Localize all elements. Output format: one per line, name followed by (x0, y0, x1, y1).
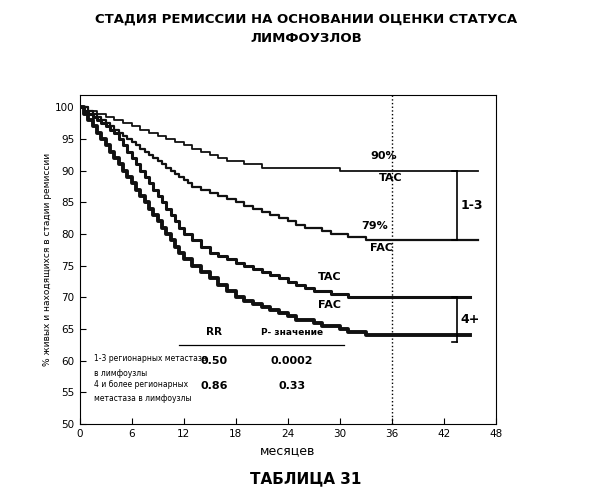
Text: 0.86: 0.86 (200, 381, 228, 391)
Text: TAC: TAC (318, 271, 341, 281)
Text: FAC: FAC (318, 300, 341, 310)
Text: P- значение: P- значение (261, 328, 323, 337)
Y-axis label: % живых и находящихся в стадии ремиссии: % живых и находящихся в стадии ремиссии (43, 153, 52, 366)
Text: в лимфоузлы: в лимфоузлы (94, 369, 147, 378)
Text: 4+: 4+ (460, 313, 480, 326)
X-axis label: месяцев: месяцев (260, 445, 315, 458)
Text: метастаза в лимфоузлы: метастаза в лимфоузлы (94, 394, 192, 403)
Text: 4 и более регионарных: 4 и более регионарных (94, 380, 188, 389)
Text: 1-3 регионарных метастаза: 1-3 регионарных метастаза (94, 354, 207, 363)
Text: 79%: 79% (361, 221, 388, 231)
Text: СТАДИЯ РЕМИССИИ НА ОСНОВАНИИ ОЦЕНКИ СТАТУСА: СТАДИЯ РЕМИССИИ НА ОСНОВАНИИ ОЦЕНКИ СТАТ… (95, 12, 517, 25)
Text: RR: RR (206, 327, 222, 337)
Text: 1-3: 1-3 (460, 199, 483, 212)
Text: FAC: FAC (370, 243, 393, 253)
Text: 0.0002: 0.0002 (271, 356, 313, 366)
Text: ЛИМФОУЗЛОВ: ЛИМФОУЗЛОВ (250, 32, 362, 45)
Text: 0.33: 0.33 (278, 381, 305, 391)
Text: TAC: TAC (379, 174, 402, 184)
Text: 0.50: 0.50 (200, 356, 228, 366)
Text: ТАБЛИЦА 31: ТАБЛИЦА 31 (250, 472, 362, 487)
Text: 90%: 90% (370, 151, 397, 161)
